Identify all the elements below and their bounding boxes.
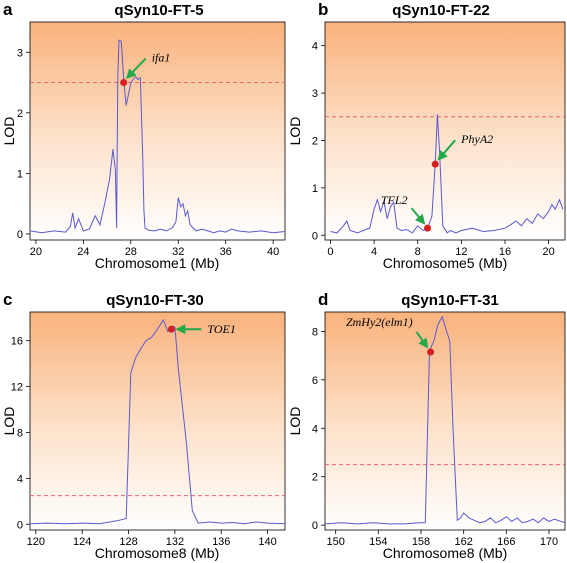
ytick-label-b-1: 1 xyxy=(312,183,318,195)
ytick-label-c-2: 8 xyxy=(17,427,23,439)
plot-area-a xyxy=(29,21,286,241)
plot-title-b: qSyn10-FT-22 xyxy=(392,2,490,19)
gene-marker-d-0 xyxy=(427,348,435,356)
ticks-c: 120 124 128 132 136 140 0 4 8 12 16 xyxy=(11,336,277,548)
plot-area-c xyxy=(29,311,286,531)
xtick-label-a-3: 32 xyxy=(172,246,184,258)
xtick-label-b-3: 12 xyxy=(455,246,467,258)
xtick-label-c-2: 128 xyxy=(119,536,137,548)
panel-letter-d: d xyxy=(318,290,328,309)
gene-marker-a-0 xyxy=(120,79,128,87)
ytick-label-d-0: 0 xyxy=(312,520,318,532)
plot-title-c: qSyn10-FT-30 xyxy=(106,292,204,309)
panel-letter-a: a xyxy=(3,0,13,19)
ytick-label-a-1: 1 xyxy=(17,168,23,180)
ytick-label-c-0: 0 xyxy=(17,519,23,531)
ylabel-c: LOD xyxy=(1,407,17,436)
plot-area-d xyxy=(324,311,566,531)
xlabel-d: Chromosome8 (Mb) xyxy=(383,545,507,561)
ytick-label-b-0: 0 xyxy=(312,230,318,242)
gene-marker-b-1 xyxy=(424,224,432,232)
plot-title-d: qSyn10-FT-31 xyxy=(401,292,499,309)
panel-letter-b: b xyxy=(318,0,328,19)
ytick-label-d-2: 4 xyxy=(312,423,318,435)
ytick-label-d-4: 8 xyxy=(312,326,318,338)
arrow-a-0 xyxy=(125,57,147,79)
xtick-label-b-0: 0 xyxy=(327,246,333,258)
ytick-label-d-1: 2 xyxy=(312,472,318,484)
gene-label-d-0: ZmHy2(elm1) xyxy=(346,315,413,329)
ytick-label-a-2: 2 xyxy=(17,108,23,120)
panel-letter-c: c xyxy=(3,290,12,309)
ytick-label-b-3: 3 xyxy=(312,88,318,100)
xtick-label-a-4: 36 xyxy=(220,246,232,258)
xtick-label-a-1: 24 xyxy=(77,246,89,258)
xtick-label-d-0: 150 xyxy=(326,536,344,548)
xtick-label-d-5: 170 xyxy=(540,536,558,548)
annotations-a: ifa1 xyxy=(120,51,170,87)
arrow-d-0 xyxy=(415,331,429,349)
xtick-label-c-0: 120 xyxy=(27,536,45,548)
xtick-label-b-2: 8 xyxy=(415,246,421,258)
panel-d: d qSyn10-FT-31 150 154 158 162 166 170 0 2 4 6 8 Z… xyxy=(287,290,566,561)
ytick-label-c-3: 12 xyxy=(11,382,23,394)
ytick-label-b-2: 2 xyxy=(312,135,318,147)
gene-label-b-1: TFL2 xyxy=(381,193,408,207)
annotations-b: PhyA2 TFL2 xyxy=(381,132,493,232)
plot-area-b xyxy=(324,21,566,241)
ticks-a: 20 24 28 32 36 40 0 1 2 3 xyxy=(17,47,279,258)
xtick-label-d-1: 154 xyxy=(369,536,387,548)
lod-curve-a xyxy=(29,39,286,234)
xtick-label-a-5: 40 xyxy=(267,246,279,258)
xtick-label-c-1: 124 xyxy=(73,536,91,548)
ytick-label-b-4: 4 xyxy=(312,41,318,53)
ylabel-a: LOD xyxy=(1,117,17,146)
gene-marker-c-0 xyxy=(167,325,175,333)
panel-c: c qSyn10-FT-30 120 124 128 132 136 140 0 4 8 12 16… xyxy=(1,290,286,561)
xlabel-b: Chromosome5 (Mb) xyxy=(383,255,507,271)
xtick-label-d-4: 166 xyxy=(497,536,515,548)
ytick-label-a-0: 0 xyxy=(17,229,23,241)
ylabel-b: LOD xyxy=(287,117,303,146)
xlabel-a: Chromosome1 (Mb) xyxy=(95,255,219,271)
ytick-label-d-3: 6 xyxy=(312,375,318,387)
xtick-label-d-3: 162 xyxy=(454,536,472,548)
gene-label-b-0: PhyA2 xyxy=(460,132,493,146)
lod-curve-d xyxy=(324,315,566,525)
xtick-label-a-0: 20 xyxy=(30,246,42,258)
ylabel-d: LOD xyxy=(287,407,303,436)
panel-a: a qSyn10-FT-5 20 24 28 32 36 40 0 1 2 3 ifa1 Chro… xyxy=(1,0,286,271)
xtick-label-c-3: 132 xyxy=(166,536,184,548)
ytick-label-a-3: 3 xyxy=(17,47,23,59)
gene-label-c-0: TOE1 xyxy=(207,322,235,336)
arrow-b-0 xyxy=(437,139,456,161)
annotations-d: ZmHy2(elm1) xyxy=(346,315,435,356)
plot-title-a: qSyn10-FT-5 xyxy=(114,2,203,19)
xtick-label-a-2: 28 xyxy=(125,246,137,258)
ytick-label-c-4: 16 xyxy=(11,336,23,348)
ticks-d: 150 154 158 162 166 170 0 2 4 6 8 xyxy=(312,326,558,548)
xtick-label-b-5: 20 xyxy=(543,246,555,258)
xtick-label-d-2: 158 xyxy=(412,536,430,548)
xlabel-c: Chromosome8 (Mb) xyxy=(95,545,219,561)
lod-curve-c xyxy=(29,318,286,525)
arrow-b-1 xyxy=(410,207,426,225)
annotations-c: TOE1 xyxy=(167,322,236,336)
xtick-label-b-4: 16 xyxy=(499,246,511,258)
xtick-label-c-4: 136 xyxy=(212,536,230,548)
xtick-label-b-1: 4 xyxy=(371,246,377,258)
ytick-label-c-1: 4 xyxy=(17,473,23,485)
gene-marker-b-0 xyxy=(431,160,439,168)
gene-label-a-0: ifa1 xyxy=(152,51,171,65)
xtick-label-c-5: 140 xyxy=(258,536,276,548)
